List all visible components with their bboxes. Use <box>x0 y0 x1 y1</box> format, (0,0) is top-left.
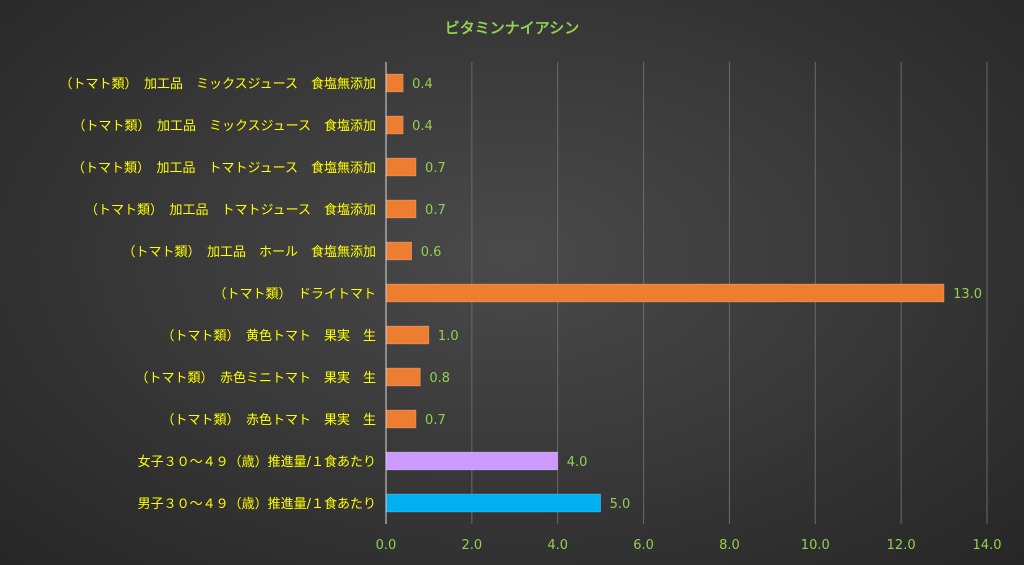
category-label: （トマト類） 加工品 トマトジュース 食塩添加 <box>85 202 376 218</box>
category-label: （トマト類） 加工品 トマトジュース 食塩無添加 <box>72 160 376 176</box>
data-label: 0.6 <box>421 245 442 260</box>
x-tick-labels: 0.0 2.0 4.0 6.0 8.0 10.0 12.0 14.0 <box>376 538 1002 553</box>
data-label: 4.0 <box>567 455 588 470</box>
bar <box>385 409 417 429</box>
data-label: 5.0 <box>610 497 631 512</box>
category-labels: （トマト類） 加工品 ミックスジュース 食塩無添加 （トマト類） 加工品 ミックス… <box>59 76 376 512</box>
bar <box>385 199 417 219</box>
x-tick-label: 10.0 <box>801 538 830 553</box>
category-label: （トマト類） 黄色トマト 果実 生 <box>161 328 376 344</box>
x-tick-label: 8.0 <box>719 538 740 553</box>
bar <box>385 73 404 93</box>
bar <box>385 451 558 471</box>
category-label: （トマト類） ドライトマト <box>213 287 376 302</box>
bar <box>385 157 417 177</box>
category-label: 男子３０～４９（歳）推進量/１食あたり <box>138 496 376 512</box>
bar <box>385 283 945 303</box>
category-label: 女子３０～４９（歳）推進量/１食あたり <box>138 454 376 470</box>
x-tick-label: 14.0 <box>973 538 1002 553</box>
x-tick-label: 6.0 <box>633 538 654 553</box>
chart-title: ビタミンナイアシン <box>445 19 579 37</box>
x-tick-label: 2.0 <box>462 538 483 553</box>
data-label: 0.8 <box>429 371 450 386</box>
bar <box>385 325 430 345</box>
bars <box>385 73 945 513</box>
data-labels: 0.4 0.4 0.7 0.7 0.6 13.0 1.0 0.8 0.7 4.0 5.0 <box>412 77 982 512</box>
bar <box>385 115 404 135</box>
x-tick-label: 12.0 <box>887 538 916 553</box>
data-label: 0.7 <box>425 413 446 428</box>
x-tick-label: 4.0 <box>547 538 568 553</box>
category-label: （トマト類） 加工品 ホール 食塩無添加 <box>122 244 376 260</box>
category-label: （トマト類） 赤色トマト 果実 生 <box>161 412 376 428</box>
category-label: （トマト類） 加工品 ミックスジュース 食塩添加 <box>72 118 376 134</box>
category-label: （トマト類） 加工品 ミックスジュース 食塩無添加 <box>59 76 376 92</box>
x-tick-label: 0.0 <box>376 538 397 553</box>
data-label: 0.4 <box>412 119 433 134</box>
bar <box>385 241 413 261</box>
data-label: 1.0 <box>438 329 459 344</box>
data-label: 0.7 <box>425 161 446 176</box>
data-label: 0.7 <box>425 203 446 218</box>
bar <box>385 493 601 513</box>
bar <box>385 367 421 387</box>
data-label: 0.4 <box>412 77 433 92</box>
data-label: 13.0 <box>953 287 982 302</box>
category-label: （トマト類） 赤色ミニトマト 果実 生 <box>135 370 376 386</box>
